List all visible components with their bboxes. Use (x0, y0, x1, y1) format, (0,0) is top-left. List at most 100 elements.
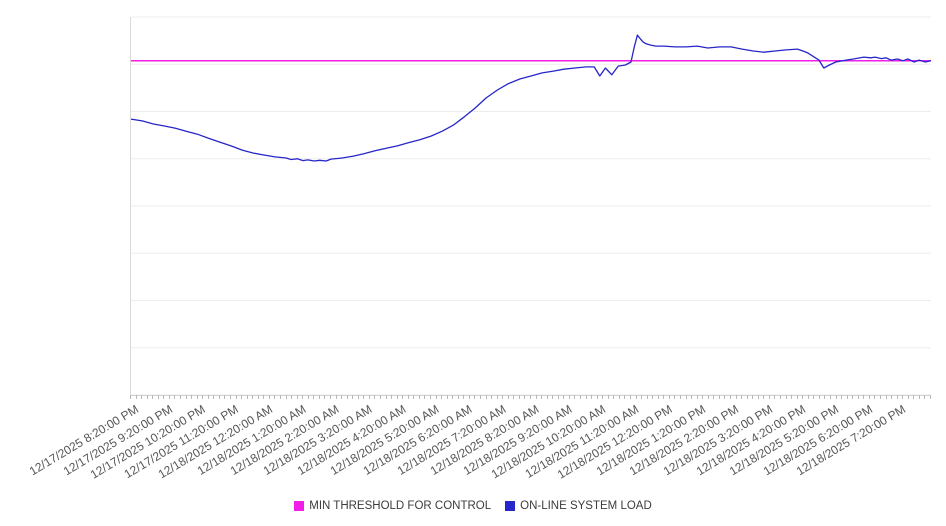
x-tick (302, 395, 304, 399)
x-tick (235, 395, 237, 399)
x-tick (713, 395, 715, 399)
x-tick (735, 395, 737, 399)
x-tick (346, 395, 348, 399)
x-tick (141, 395, 143, 399)
x-axis-ticks (130, 395, 931, 401)
x-tick (330, 395, 331, 399)
series-line (130, 34, 932, 162)
x-tick (774, 395, 776, 399)
x-tick (535, 395, 537, 399)
x-tick (341, 395, 343, 399)
legend-label: MIN THRESHOLD FOR CONTROL (309, 500, 492, 512)
x-tick (913, 395, 915, 399)
x-tick (630, 395, 631, 399)
x-tick (796, 395, 798, 399)
x-tick (574, 395, 576, 399)
x-tick (552, 395, 554, 399)
legend-swatch (294, 501, 305, 511)
x-tick (591, 395, 593, 399)
x-tick (646, 395, 648, 399)
x-tick (396, 395, 398, 399)
x-tick (874, 395, 876, 399)
x-tick (707, 395, 709, 399)
x-tick (435, 395, 437, 399)
x-tick (624, 395, 626, 399)
x-tick (668, 395, 670, 399)
x-tick (224, 395, 226, 399)
x-tick (857, 395, 859, 399)
x-tick (130, 395, 131, 399)
x-tick (452, 395, 454, 399)
x-tick (846, 395, 848, 399)
x-tick (418, 395, 420, 399)
x-tick (585, 395, 587, 399)
x-tick (407, 395, 409, 399)
x-tick (313, 395, 315, 399)
x-tick (896, 395, 898, 399)
x-tick (702, 395, 704, 399)
x-tick (402, 395, 404, 399)
legend-item-system-load: ON-LINE SYSTEM LOAD (505, 500, 652, 512)
x-tick (196, 395, 198, 399)
x-tick (685, 395, 687, 399)
x-tick (541, 395, 543, 399)
x-tick (768, 395, 770, 399)
x-tick (563, 395, 565, 399)
x-tick (885, 395, 887, 399)
x-tick (241, 395, 243, 399)
x-tick (163, 395, 165, 399)
x-tick (274, 395, 276, 399)
x-tick (902, 395, 904, 399)
x-tick (824, 395, 826, 399)
legend-swatch (505, 501, 516, 511)
x-tick (213, 395, 215, 399)
x-tick (441, 395, 443, 399)
x-tick (657, 395, 659, 399)
x-tick (863, 395, 865, 399)
x-tick (813, 395, 815, 399)
x-tick (507, 395, 509, 399)
x-tick (191, 395, 193, 399)
x-tick (691, 395, 693, 399)
x-tick (918, 395, 920, 399)
x-tick (924, 395, 926, 399)
x-tick (457, 395, 459, 399)
x-tick (368, 395, 370, 399)
x-tick (146, 395, 148, 399)
x-tick (807, 395, 809, 399)
x-tick (252, 395, 254, 399)
x-tick (868, 395, 870, 399)
x-tick (380, 395, 381, 399)
x-tick (157, 395, 159, 399)
x-tick (791, 395, 793, 399)
x-tick (757, 395, 759, 399)
legend: MIN THRESHOLD FOR CONTROL ON-LINE SYSTEM… (0, 498, 946, 514)
x-tick (830, 395, 831, 399)
x-tick (741, 395, 743, 399)
x-tick (318, 395, 320, 399)
x-tick (524, 395, 526, 399)
x-tick (324, 395, 326, 399)
x-tick (746, 395, 748, 399)
x-tick (696, 395, 698, 399)
x-tick (385, 395, 387, 399)
x-tick (424, 395, 426, 399)
x-tick (724, 395, 726, 399)
x-tick (285, 395, 287, 399)
x-tick (391, 395, 393, 399)
x-tick (852, 395, 854, 399)
x-tick (607, 395, 609, 399)
x-tick (557, 395, 559, 399)
x-tick (602, 395, 604, 399)
x-tick (518, 395, 520, 399)
legend-item-min-threshold: MIN THRESHOLD FOR CONTROL (294, 500, 491, 512)
x-tick (257, 395, 259, 399)
plot-svg (130, 16, 932, 396)
x-tick (752, 395, 754, 399)
x-tick (496, 395, 498, 399)
x-tick (152, 395, 154, 399)
x-tick (291, 395, 293, 399)
x-tick (135, 395, 137, 399)
x-tick (580, 395, 581, 399)
